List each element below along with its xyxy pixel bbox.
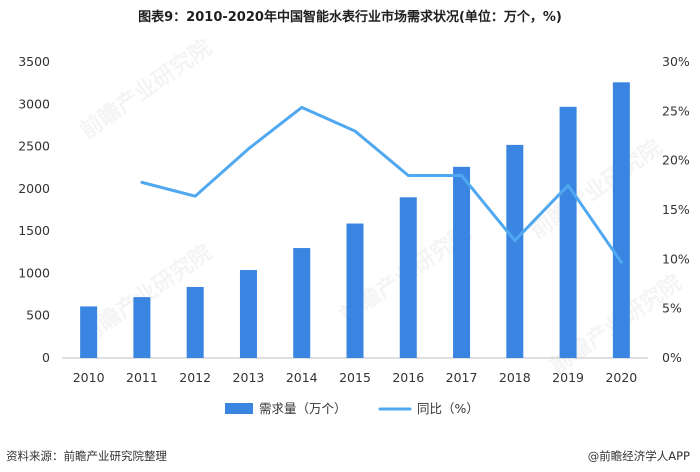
bar-series bbox=[80, 82, 630, 358]
y-left-tick-label: 500 bbox=[26, 308, 50, 323]
bar-2018 bbox=[506, 144, 524, 358]
x-tick-label: 2013 bbox=[233, 370, 265, 385]
bar-2011 bbox=[133, 297, 151, 358]
line-series bbox=[140, 105, 623, 264]
y-right-tick-label: 25% bbox=[662, 103, 690, 118]
y-left-tick-label: 3500 bbox=[18, 54, 50, 69]
x-tick-label: 2012 bbox=[179, 370, 211, 385]
x-tick-label: 2010 bbox=[73, 370, 105, 385]
bar-2016 bbox=[399, 197, 417, 358]
source-credit: @前瞻经济学人APP bbox=[587, 449, 690, 463]
x-tick-label: 2017 bbox=[446, 370, 478, 385]
y-left-tick-label: 1000 bbox=[18, 265, 50, 280]
y-right-tick-label: 5% bbox=[662, 301, 682, 316]
y-left-tick-label: 2500 bbox=[18, 139, 50, 154]
bar-2013 bbox=[239, 270, 257, 358]
watermark-layer: 前瞻产业研究院前瞻产业研究院前瞻产业研究院前瞻产业研究院前瞻产业研究院 bbox=[75, 34, 686, 379]
y-right-tick-label: 10% bbox=[662, 251, 690, 266]
y-left-tick-label: 2000 bbox=[18, 181, 50, 196]
legend-swatch-demand bbox=[225, 403, 253, 414]
bar-2012 bbox=[186, 286, 204, 358]
line-yoy-growth bbox=[140, 105, 623, 264]
y-left-tick-label: 3000 bbox=[18, 96, 50, 111]
x-tick-label: 2011 bbox=[126, 370, 158, 385]
x-tick-label: 2016 bbox=[392, 370, 424, 385]
y-right-tick-label: 20% bbox=[662, 153, 690, 168]
x-tick-label: 2018 bbox=[499, 370, 531, 385]
x-tick-label: 2014 bbox=[286, 370, 318, 385]
source-note: 资料来源：前瞻产业研究院整理 bbox=[6, 449, 167, 463]
x-tick-label: 2015 bbox=[339, 370, 371, 385]
axes: 0 500 1000 1500 2000 2500 3000 3500 0% 5% 10% 15% 20… bbox=[18, 54, 690, 385]
y-left-tick-label: 0 bbox=[42, 350, 50, 365]
bar-2015 bbox=[346, 223, 364, 358]
legend: 需求量（万个） 同比（%） bbox=[225, 401, 479, 416]
legend-label-demand: 需求量（万个） bbox=[259, 401, 347, 416]
chart-title: 图表9：2010-2020年中国智能水表行业市场需求状况(单位：万个，%) bbox=[138, 10, 562, 25]
x-tick-label: 2019 bbox=[552, 370, 584, 385]
bar-2010 bbox=[80, 306, 98, 358]
y-right-tick-label: 30% bbox=[662, 54, 690, 69]
y-right-tick-label: 15% bbox=[662, 202, 690, 217]
bar-2017 bbox=[453, 166, 471, 358]
legend-label-yoy: 同比（%） bbox=[417, 401, 479, 416]
bar-2014 bbox=[293, 248, 311, 358]
bar-2020 bbox=[612, 82, 630, 358]
x-tick-label: 2020 bbox=[605, 370, 637, 385]
watermark-text: 前瞻产业研究院 bbox=[75, 34, 216, 144]
y-left-tick-label: 1500 bbox=[18, 223, 50, 238]
y-right-tick-label: 0% bbox=[662, 350, 682, 365]
bar-2019 bbox=[559, 106, 577, 358]
